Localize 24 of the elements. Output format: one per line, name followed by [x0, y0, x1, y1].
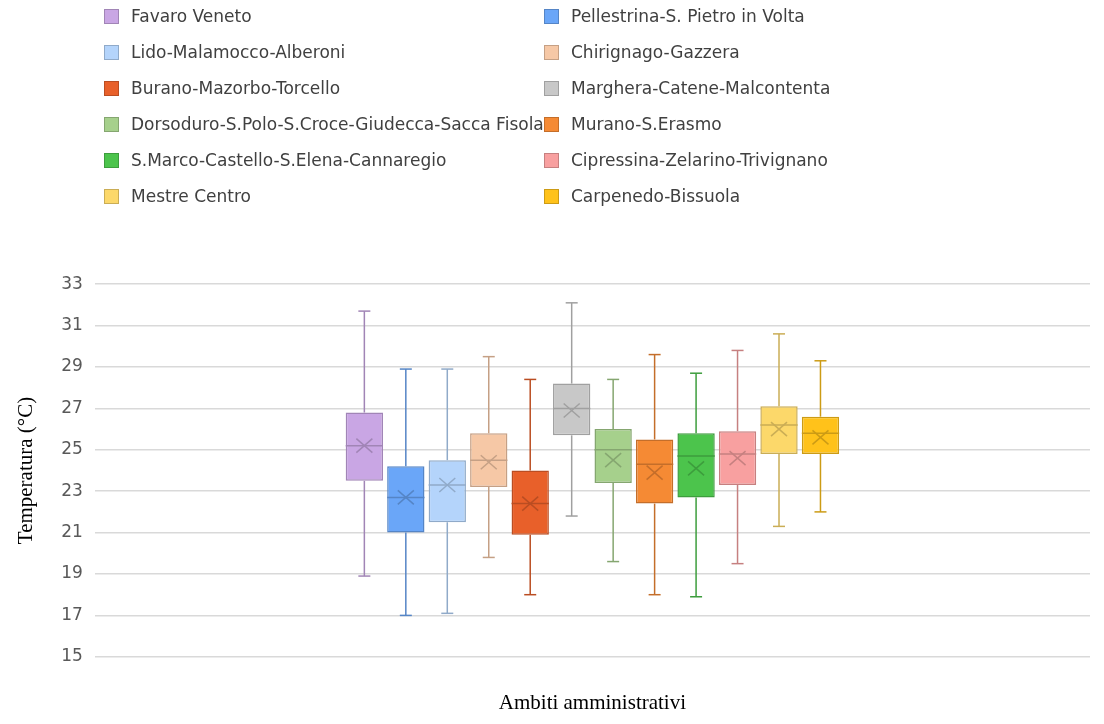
y-tick-label: 27 — [61, 396, 83, 417]
y-tick-label: 29 — [61, 355, 83, 376]
legend-label: Lido-Malamocco-Alberoni — [131, 42, 346, 62]
y-tick-label: 17 — [61, 603, 83, 624]
legend-label: Murano-S.Erasmo — [571, 114, 722, 134]
legend-label: Cipressina-Zelarino-Trivignano — [571, 150, 828, 170]
y-tick-label: 23 — [61, 479, 83, 500]
legend-label: S.Marco-Castello-S.Elena-Cannaregio — [131, 150, 447, 170]
y-tick-label: 25 — [61, 438, 83, 459]
y-tick-label: 19 — [61, 562, 83, 583]
legend-label: Marghera-Catene-Malcontenta — [571, 78, 831, 98]
x-axis-title: Ambiti amministrativi — [498, 689, 687, 714]
legend-label: Favaro Veneto — [131, 6, 252, 26]
y-axis-title: Temperatura (°C) — [13, 396, 38, 545]
y-tick-label: 33 — [61, 272, 83, 293]
y-tick-label: 21 — [61, 521, 83, 542]
legend-label: Dorsoduro-S.Polo-S.Croce-Giudecca-Sacca Fisola — [131, 114, 544, 134]
legend-label: Chirignago-Gazzera — [571, 42, 740, 62]
y-tick-label: 15 — [61, 645, 83, 666]
legend-label: Mestre Centro — [131, 186, 251, 206]
legend-label: Pellestrina-S. Pietro in Volta — [571, 6, 805, 26]
y-tick-label: 31 — [61, 314, 83, 335]
legend-label: Carpenedo-Bissuola — [571, 186, 741, 206]
legend-label: Burano-Mazorbo-Torcello — [131, 78, 341, 98]
